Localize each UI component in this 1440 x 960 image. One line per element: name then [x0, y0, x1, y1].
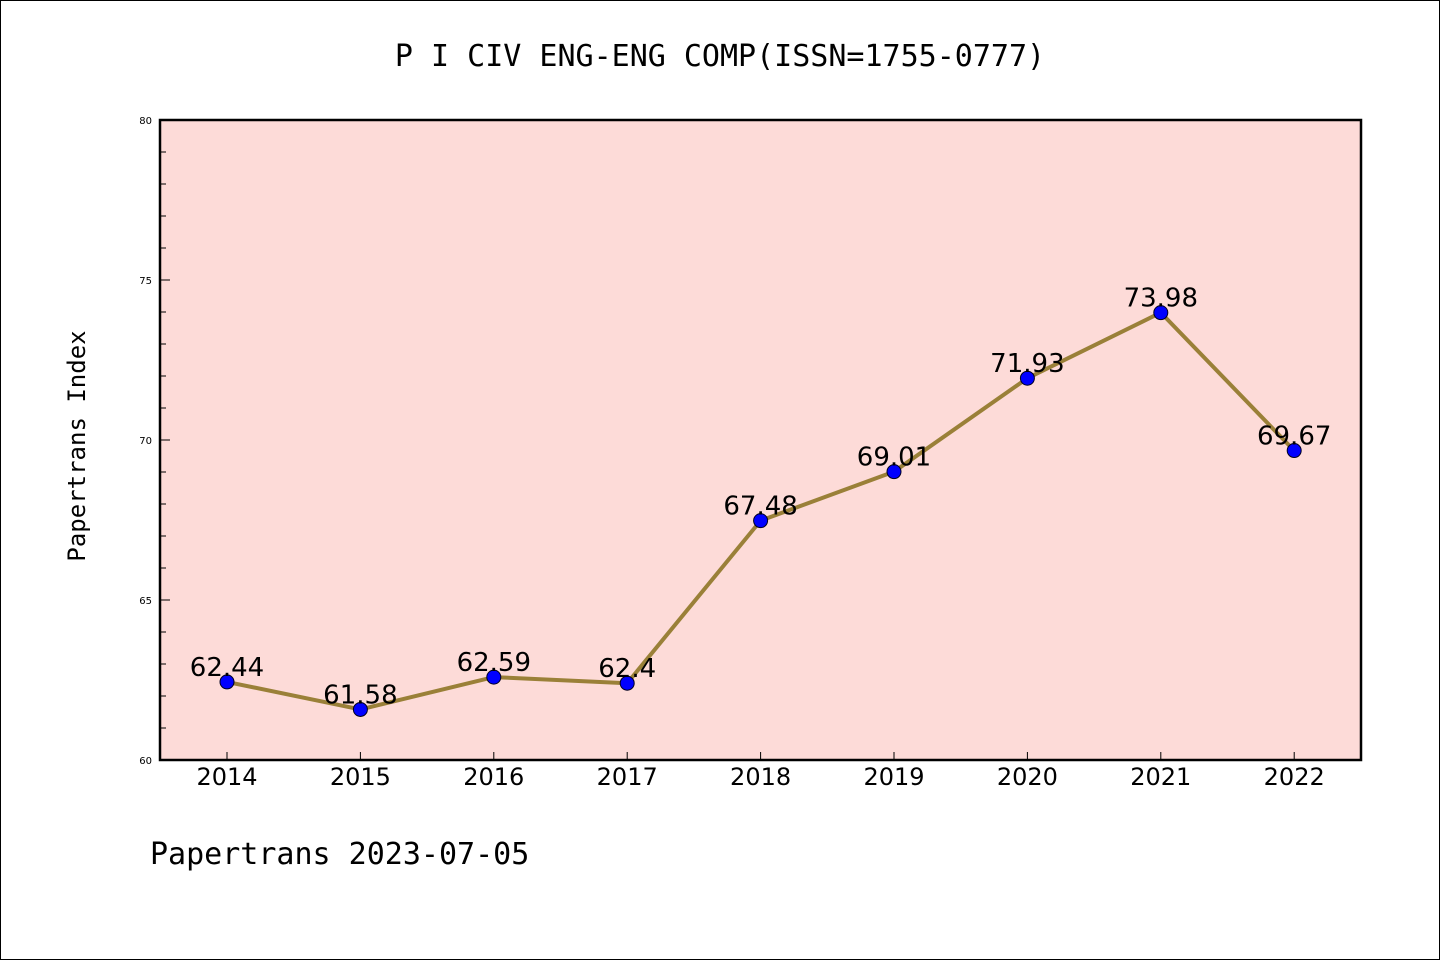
x-tick-label: 2015	[330, 763, 391, 791]
data-point-2022	[1286, 443, 1302, 459]
data-point-2020	[1019, 370, 1035, 386]
data-label-2016: 62.59	[457, 648, 531, 678]
data-label-2018: 67.48	[723, 492, 797, 522]
footer-credit: Papertrans 2023-07-05	[150, 837, 529, 872]
series-markers	[219, 305, 1302, 717]
y-tick-label: 60	[139, 756, 152, 767]
data-point-2015	[352, 701, 368, 717]
y-tick-label: 65	[139, 596, 152, 607]
data-point-2014	[219, 674, 235, 690]
data-point-2019	[886, 464, 902, 480]
x-tick-label: 2020	[997, 763, 1058, 791]
data-labels: 62.44 61.58 62.59 62.4 67.48 69.01 71.93 73.98 6…	[190, 284, 1332, 711]
data-label-2020: 71.93	[990, 349, 1064, 379]
data-label-2022: 69.67	[1257, 422, 1331, 452]
data-point-2021	[1153, 305, 1169, 321]
y-tick-label: 75	[139, 276, 152, 287]
x-tick-label: 2021	[1130, 763, 1191, 791]
data-label-2021: 73.98	[1124, 284, 1198, 314]
y-axis-label: Papertrans Index	[63, 330, 91, 561]
data-point-2018	[753, 513, 769, 529]
x-tick-label: 2016	[463, 763, 524, 791]
x-tick-label: 2018	[730, 763, 791, 791]
data-label-2017: 62.4	[598, 654, 656, 684]
chart-title: P I CIV ENG-ENG COMP(ISSN=1755-0777)	[395, 39, 1045, 74]
data-point-2016	[486, 669, 502, 685]
data-label-2014: 62.44	[190, 653, 264, 683]
data-point-2017	[619, 675, 635, 691]
x-tick-label: 2022	[1264, 763, 1325, 791]
y-tick-label: 80	[139, 116, 152, 127]
data-label-2019: 69.01	[857, 443, 931, 473]
y-axis: 60 65 70 75 80	[139, 116, 170, 767]
x-axis: 2014 2015 2016 2017 2018 2019 2020 2021 2022	[196, 752, 1325, 791]
plot-area	[158, 118, 1363, 762]
x-tick-label: 2014	[196, 763, 257, 791]
x-tick-label: 2019	[863, 763, 924, 791]
y-tick-label: 70	[139, 436, 152, 447]
x-tick-label: 2017	[597, 763, 658, 791]
data-label-2015: 61.58	[323, 680, 397, 710]
